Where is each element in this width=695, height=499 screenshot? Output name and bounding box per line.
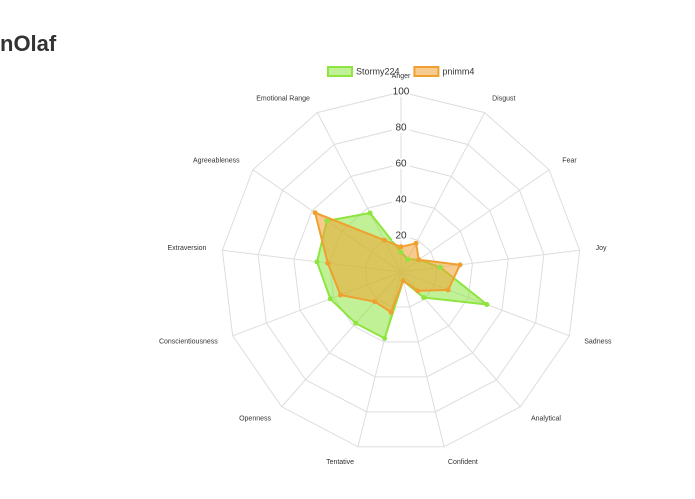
data-point	[388, 309, 394, 315]
chart-title: nOlaf	[0, 31, 57, 56]
axis-label: Joy	[596, 245, 607, 252]
spoke	[400, 271, 445, 447]
axis-label: Disgust	[492, 95, 515, 102]
grid-line	[221, 91, 581, 448]
grid-line	[257, 127, 545, 413]
data-point	[415, 288, 421, 294]
data-point	[312, 210, 318, 216]
tick-label: 100	[393, 87, 410, 98]
legend-swatch[interactable]	[413, 66, 440, 77]
data-point	[457, 262, 463, 268]
tick-label: 40	[395, 195, 407, 206]
legend-label[interactable]: Stormy224	[356, 66, 400, 76]
tick-label: 20	[395, 231, 407, 242]
tick-bg	[392, 230, 410, 241]
data-point	[353, 320, 359, 326]
spoke	[400, 169, 550, 273]
tick-bg	[392, 194, 410, 205]
data-point	[445, 287, 451, 293]
tick-bg	[392, 122, 410, 133]
legend-swatch[interactable]	[327, 66, 353, 77]
legend-label[interactable]: pnimm4	[442, 66, 474, 76]
data-point	[314, 259, 320, 265]
data-point	[337, 292, 343, 298]
data-point	[398, 244, 404, 250]
data-point	[367, 210, 373, 216]
axis-label: Sadness	[584, 338, 612, 345]
axis-label: Tentative	[326, 459, 354, 466]
tick-label: 80	[395, 123, 407, 134]
data-point	[381, 237, 387, 243]
axis-label: Anger	[392, 73, 411, 80]
axis-label: Fear	[562, 158, 577, 165]
data-point	[325, 260, 331, 266]
grid-line	[293, 163, 509, 378]
tick-label: 60	[395, 159, 407, 170]
axis-label: Conscientiousness	[159, 338, 218, 345]
data-point	[416, 257, 422, 263]
data-point	[437, 264, 443, 270]
data-point	[382, 335, 388, 341]
axis-label: Confident	[448, 459, 478, 466]
tick-bg	[392, 158, 410, 169]
data-point	[400, 278, 406, 284]
data-point	[327, 296, 333, 302]
data-point	[413, 240, 419, 246]
data-point	[421, 295, 427, 301]
data-point	[372, 299, 378, 305]
axis-label: Analytical	[531, 416, 561, 423]
tick-bg	[392, 86, 410, 97]
axis-label: Openness	[239, 416, 271, 423]
data-point	[398, 249, 404, 255]
axis-label: Extraversion	[168, 245, 207, 252]
series-area	[313, 211, 462, 314]
data-point	[324, 218, 330, 224]
data-point	[405, 256, 411, 262]
axis-label: Agreeableness	[193, 158, 240, 165]
data-point	[484, 302, 490, 308]
axis-label: Emotional Range	[256, 95, 310, 102]
